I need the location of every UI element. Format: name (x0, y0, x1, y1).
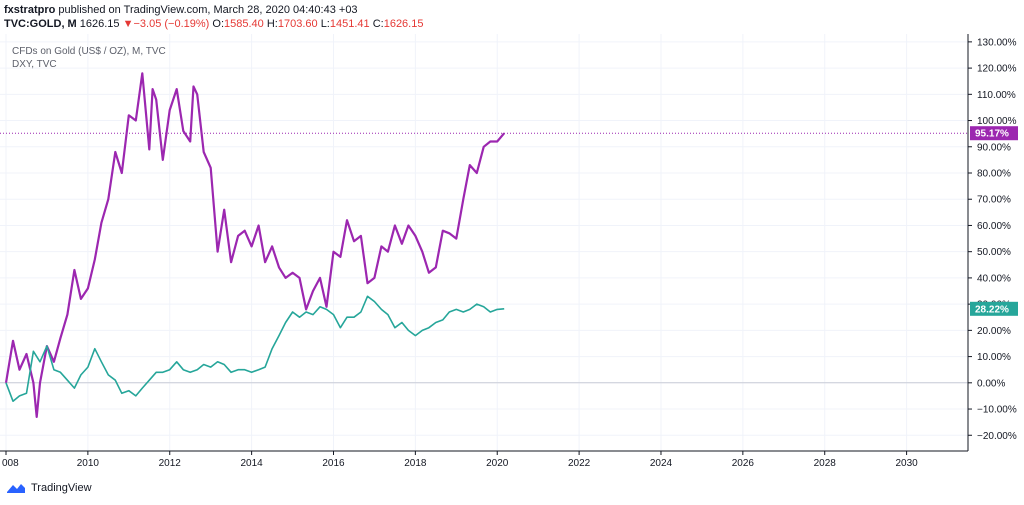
publisher-name: fxstratpro (4, 4, 56, 16)
x-tick-label: 2022 (568, 458, 591, 469)
y-tick-label: 10.00% (977, 352, 1011, 363)
y-tick-label: −10.00% (977, 405, 1017, 416)
high-value: 1703.60 (277, 18, 318, 30)
low-value: 1451.41 (329, 18, 370, 30)
y-tick-label: 110.00% (977, 90, 1016, 101)
open-value: 1585.40 (224, 18, 264, 30)
change-value: −3.05 (−0.19%) (133, 18, 210, 30)
y-tick-label: 50.00% (977, 247, 1011, 258)
tradingview-logo[interactable]: TradingView (6, 482, 92, 494)
close-value: 1626.15 (383, 18, 424, 30)
y-tick-label: −20.00% (977, 431, 1017, 442)
y-tick-label: 0.00% (977, 378, 1005, 389)
price-chart[interactable]: 130.00% 120.00% 110.00% 100.00% 90.00% 80.00%… (0, 34, 1024, 480)
x-tick-label: 2030 (895, 458, 918, 469)
gold-last-value-label: 95.17% (975, 129, 1009, 140)
published-text: published on TradingView.com, March 28, … (58, 4, 358, 16)
ohlc-bar: TVC:GOLD, M 1626.15 ▼−3.05 (−0.19%) O:15… (4, 18, 423, 30)
low-label: L: (320, 18, 330, 30)
y-tick-label: 40.00% (977, 273, 1011, 284)
down-triangle-icon: ▼ (122, 18, 134, 30)
x-tick-label: 2026 (732, 458, 755, 469)
close-label: C: (372, 18, 384, 30)
x-tick-label: 2016 (322, 458, 345, 469)
x-tick-label: 2024 (650, 458, 673, 469)
x-tick-label: 2018 (404, 458, 427, 469)
y-tick-label: 80.00% (977, 169, 1011, 180)
tradingview-brand: TradingView (31, 482, 92, 494)
legend-gold: CFDs on Gold (US$ / OZ), M, TVC (12, 46, 166, 57)
y-tick-label: 100.00% (977, 116, 1017, 127)
x-tick-label: 2010 (77, 458, 100, 469)
gold-series-line (4, 72, 506, 418)
y-tick-label: 70.00% (977, 195, 1011, 206)
x-tick-label: 008 (2, 458, 19, 469)
y-tick-label: 90.00% (977, 142, 1011, 153)
tradingview-logo-icon (7, 484, 25, 493)
publish-info: fxstratpro published on TradingView.com,… (4, 4, 358, 16)
x-tick-label: 2020 (486, 458, 509, 469)
high-label: H: (266, 18, 278, 30)
x-tick-label: 2012 (159, 458, 182, 469)
y-tick-label: 60.00% (977, 221, 1011, 232)
dxy-series-line (5, 295, 505, 403)
open-label: O: (212, 18, 225, 30)
x-tick-label: 2028 (814, 458, 837, 469)
y-tick-label: 130.00% (977, 37, 1017, 48)
legend-dxy: DXY, TVC (12, 59, 57, 70)
symbol-label: TVC:GOLD, M (4, 18, 77, 30)
dxy-last-value-label: 28.22% (975, 304, 1009, 315)
y-tick-label: 120.00% (977, 64, 1017, 75)
y-tick-label: 20.00% (977, 326, 1011, 337)
x-tick-label: 2014 (240, 458, 263, 469)
gold-last-value-badge (970, 126, 1018, 141)
last-price: 1626.15 (79, 18, 120, 30)
dxy-last-value-badge (970, 301, 1018, 316)
